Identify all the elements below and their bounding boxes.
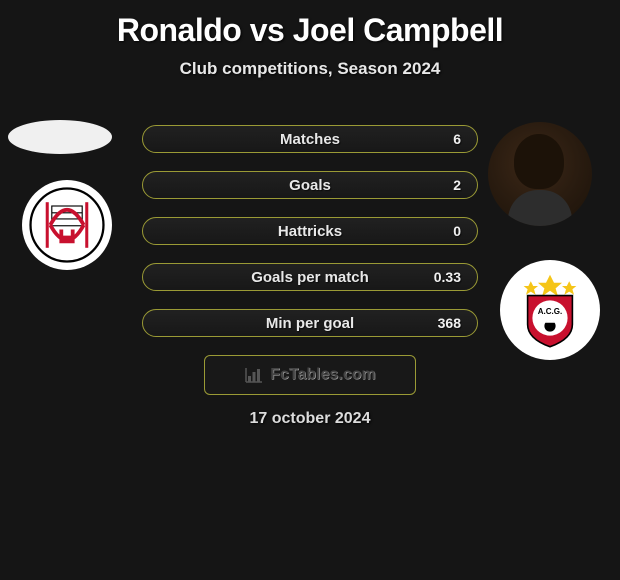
- stat-row-goals: Goals 2: [142, 171, 478, 199]
- svg-text:A.C.G.: A.C.G.: [538, 307, 562, 316]
- stat-right-value: 0.33: [434, 269, 461, 285]
- brand-box[interactable]: FcTables.com: [204, 355, 416, 395]
- player-left-avatar: [8, 120, 112, 154]
- stat-row-min-per-goal: Min per goal 368: [142, 309, 478, 337]
- stat-right-value: 6: [441, 131, 461, 147]
- subtitle: Club competitions, Season 2024: [0, 59, 620, 79]
- corinthians-badge-icon: [29, 187, 105, 263]
- team-left-badge: [22, 180, 112, 270]
- stat-right-value: 368: [438, 315, 461, 331]
- stats-container: Matches 6 Goals 2 Hattricks 0 Goals per …: [142, 125, 478, 355]
- brand-label: FcTables.com: [270, 366, 376, 384]
- stat-label: Min per goal: [266, 315, 354, 332]
- stat-label: Goals: [289, 177, 331, 194]
- stat-label: Matches: [280, 131, 340, 148]
- stat-label: Hattricks: [278, 223, 342, 240]
- page-title: Ronaldo vs Joel Campbell: [0, 0, 620, 49]
- stat-row-matches: Matches 6: [142, 125, 478, 153]
- stat-right-value: 0: [441, 223, 461, 239]
- stat-row-hattricks: Hattricks 0: [142, 217, 478, 245]
- stat-row-goals-per-match: Goals per match 0.33: [142, 263, 478, 291]
- date-label: 17 october 2024: [0, 410, 620, 428]
- player-right-avatar: [488, 122, 592, 226]
- team-right-badge: A.C.G.: [500, 260, 600, 360]
- stat-label: Goals per match: [251, 269, 369, 286]
- stat-right-value: 2: [441, 177, 461, 193]
- atletico-go-badge-icon: A.C.G.: [510, 270, 590, 350]
- chart-icon: [244, 366, 264, 384]
